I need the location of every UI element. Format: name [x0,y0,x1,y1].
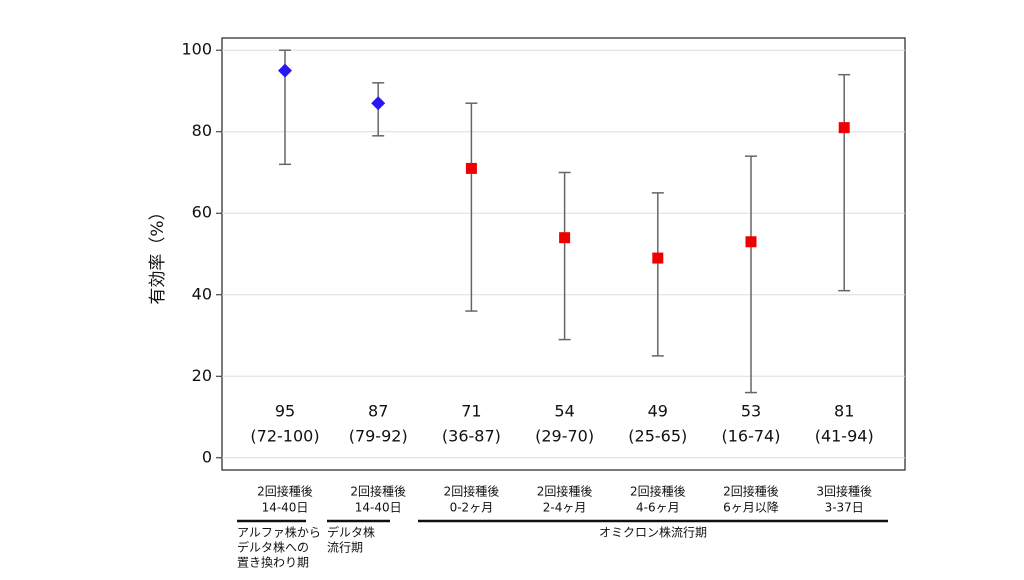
point [745,236,757,248]
group-label: 流行期 [327,541,363,555]
x-tick-label: 3-37日 [825,501,864,515]
x-tick-label: 2回接種後 [444,484,500,499]
value-label: 71 [461,402,481,421]
y-tick-label: 20 [192,366,212,385]
x-tick-label: 14-40日 [355,501,402,515]
point [371,96,386,111]
point [278,63,292,78]
y-tick-label: 100 [181,40,212,59]
value-label: 87 [368,402,388,421]
value-label: 95 [275,402,295,421]
x-tick-label: 0-2ヶ月 [450,501,494,515]
y-tick-label: 40 [192,284,212,303]
point [652,252,664,264]
y-tick-label: 0 [202,447,212,466]
group-label: 置き換わり期 [237,556,309,570]
x-tick-label: 2回接種後 [350,484,406,499]
x-tick-label: 14-40日 [262,501,309,515]
value-label: 54 [554,402,574,421]
y-tick-label: 60 [192,203,212,222]
x-tick-label: 2回接種後 [537,484,593,499]
plot-frame [221,37,906,471]
group-label: デルタ株 [327,525,375,540]
value-label: 53 [741,402,761,421]
point [838,122,850,134]
x-tick-label: 2回接種後 [723,484,779,499]
interval-label: (25-65) [628,427,687,446]
y-axis-label: 有効率（%） [148,203,168,304]
group-label: アルファ株から [237,525,321,540]
value-label: 81 [834,402,854,421]
value-label: 49 [648,402,668,421]
interval-label: (72-100) [250,427,319,446]
point [559,232,571,244]
x-tick-label: 4-6ヶ月 [636,501,680,515]
x-tick-label: 3回接種後 [816,484,872,499]
interval-label: (29-70) [535,427,594,446]
interval-label: (16-74) [722,427,781,446]
group-label: デルタ株への [237,540,309,555]
group-label: オミクロン株流行期 [599,525,707,540]
x-tick-label: 6ヶ月以降 [723,501,779,515]
point [465,162,477,174]
interval-label: (41-94) [815,427,874,446]
interval-label: (36-87) [442,427,501,446]
y-tick-label: 80 [192,121,212,140]
x-tick-label: 2回接種後 [257,484,313,499]
interval-label: (79-92) [349,427,408,446]
x-tick-label: 2-4ヶ月 [543,501,587,515]
x-tick-label: 2回接種後 [630,484,686,499]
